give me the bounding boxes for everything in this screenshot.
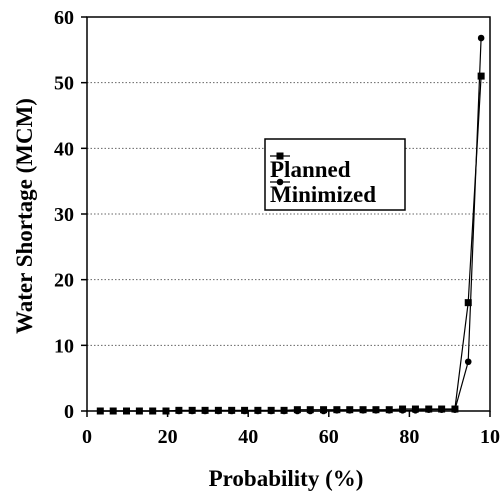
legend-label-planned: Planned: [270, 157, 351, 182]
x-tick-label-3: 60: [319, 426, 339, 448]
series-line-minimized: [100, 37, 482, 412]
point-minimized-28: [464, 358, 472, 366]
x-tick-label-1: 20: [158, 426, 178, 448]
y-tick-label-5: 50: [54, 73, 74, 95]
point-minimized-25: [425, 406, 433, 413]
y-tick-label-3: 30: [54, 204, 74, 226]
series-line-planned: [100, 76, 482, 412]
series-markers: [96, 34, 485, 415]
x-tick-labels: 0 20 40 60 80 10: [82, 426, 500, 448]
point-minimized-27: [451, 406, 459, 413]
point-planned-29: [477, 72, 485, 80]
y-tick-label-0: 0: [64, 401, 74, 423]
legend-box: [264, 138, 406, 211]
y-tick-label-1: 10: [54, 335, 74, 357]
x-axis-title: Probability (%): [209, 466, 364, 491]
x-tick-label-4: 80: [399, 426, 419, 448]
x-tick-label-0: 0: [82, 426, 92, 448]
series-lines: [100, 37, 482, 412]
legend-label-minimized: Minimized: [270, 182, 376, 207]
legend-marker-minimized: [276, 178, 284, 186]
point-planned-28: [464, 299, 472, 307]
y-tick-label-6: 60: [54, 7, 74, 29]
y-tick-labels: 0 10 20 30 40 50 60: [54, 7, 74, 423]
y-tick-label-4: 40: [54, 138, 74, 160]
y-tick-label-2: 20: [54, 270, 74, 292]
legend-marker-planned: [276, 152, 284, 160]
y-axis-title: Water Shortage (MCM): [12, 98, 37, 334]
gridlines: [87, 82, 490, 346]
point-minimized-26: [438, 406, 445, 413]
x-tick-label-2: 40: [238, 426, 258, 448]
axes: [81, 16, 491, 417]
x-tick-label-5: 10: [480, 426, 500, 448]
point-minimized-29: [477, 34, 485, 42]
